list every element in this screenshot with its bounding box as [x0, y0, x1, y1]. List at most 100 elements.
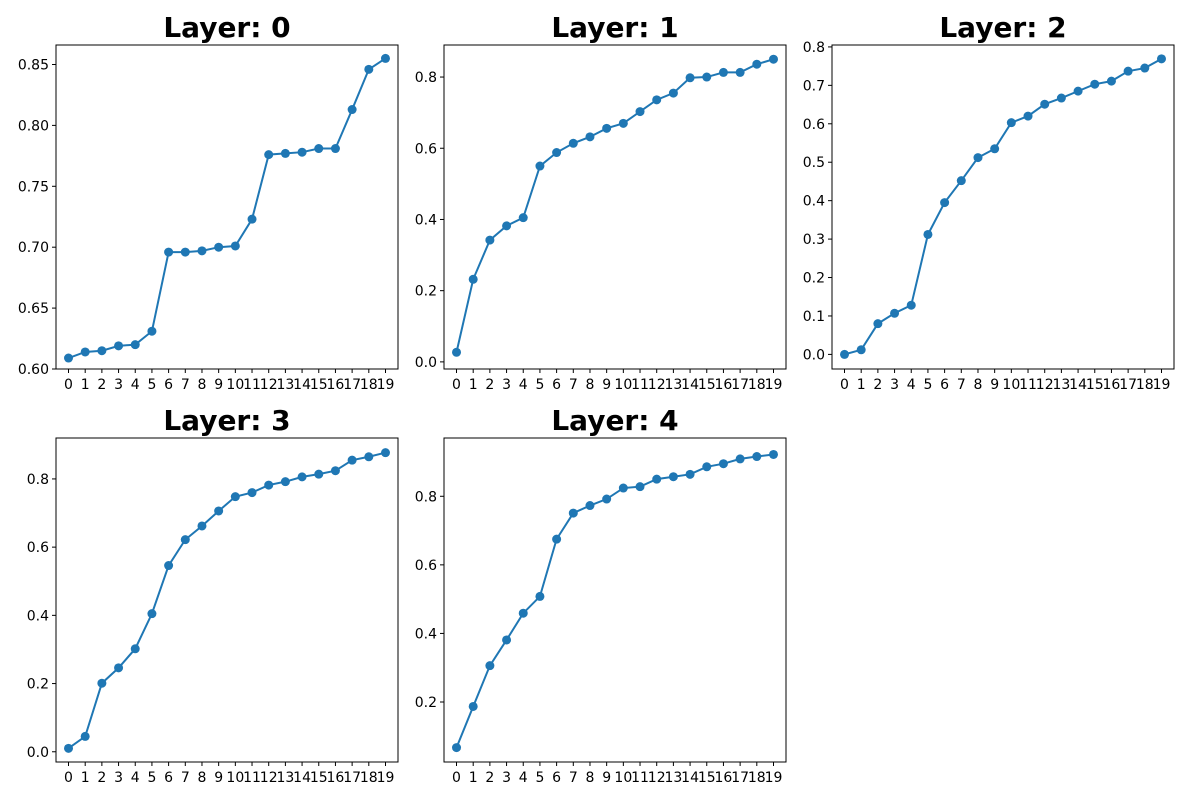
x-tick-label: 9	[214, 377, 223, 393]
x-tick-label: 17	[1119, 377, 1137, 393]
y-tick-label: 0.0	[415, 355, 437, 371]
y-tick-label: 0.75	[18, 179, 49, 195]
subplot-title: Layer: 2	[939, 11, 1066, 44]
data-point	[347, 455, 357, 465]
x-tick-label: 9	[602, 770, 611, 786]
data-point	[452, 347, 462, 357]
x-tick-label: 5	[535, 377, 544, 393]
x-tick-label: 13	[664, 377, 682, 393]
data-point	[552, 148, 562, 158]
y-tick-label: 0.0	[27, 745, 49, 761]
data-point	[364, 64, 374, 74]
x-tick-label: 11	[631, 770, 649, 786]
x-tick-label: 19	[1153, 377, 1171, 393]
x-tick-label: 15	[310, 377, 328, 393]
x-tick-label: 5	[535, 770, 544, 786]
data-point	[64, 353, 74, 363]
x-tick-label: 4	[519, 770, 528, 786]
x-tick-label: 8	[974, 377, 983, 393]
x-tick-label: 13	[276, 770, 294, 786]
x-tick-label: 12	[260, 770, 278, 786]
plot-frame	[443, 44, 787, 370]
data-point	[718, 67, 728, 77]
x-tick-label: 2	[97, 377, 106, 393]
y-tick-label: 0.4	[415, 626, 437, 642]
data-point	[1140, 63, 1150, 73]
y-tick-label: 0.7	[803, 78, 825, 94]
data-point	[485, 235, 495, 245]
x-tick-label: 17	[343, 770, 361, 786]
subplot-1: Layer: 10.00.20.40.60.80 1 2 3 4 5 6 7 8 9 1011121…	[415, 11, 787, 393]
x-tick-label: 16	[327, 770, 345, 786]
y-tick-label: 0.4	[803, 194, 825, 210]
data-point	[940, 198, 950, 208]
x-tick-label: 0	[64, 377, 73, 393]
y-tick-label: 0.8	[415, 489, 437, 505]
x-tick-label: 11	[243, 770, 261, 786]
x-tick-label: 4	[907, 377, 916, 393]
data-point	[768, 449, 778, 459]
data-point	[468, 274, 478, 284]
data-point	[890, 308, 900, 318]
x-tick-label: 8	[198, 770, 207, 786]
data-point	[314, 469, 324, 479]
y-tick-label: 0.2	[27, 677, 49, 693]
x-tick-label: 9	[602, 377, 611, 393]
data-point	[97, 678, 107, 688]
x-tick-label: 0	[452, 770, 461, 786]
data-point	[906, 300, 916, 310]
data-point	[264, 150, 274, 160]
data-point	[602, 123, 612, 133]
y-tick-label: 0.80	[18, 118, 49, 134]
y-tick-label: 0.0	[803, 347, 825, 363]
x-tick-label: 19	[377, 377, 395, 393]
data-point	[197, 521, 207, 531]
data-point	[468, 701, 478, 711]
x-tick-label: 4	[519, 377, 528, 393]
data-point	[956, 176, 966, 186]
x-tick-label: 16	[327, 377, 345, 393]
data-point	[568, 508, 578, 518]
x-tick-label: 19	[765, 377, 783, 393]
x-tick-label: 17	[731, 770, 749, 786]
data-point	[230, 241, 240, 251]
data-point	[1073, 86, 1083, 96]
x-tick-label: 1	[81, 377, 90, 393]
data-point	[752, 452, 762, 462]
x-tick-label: 6	[552, 377, 561, 393]
y-tick-label: 0.4	[27, 608, 49, 624]
y-tick-label: 0.4	[415, 212, 437, 228]
data-point	[768, 54, 778, 64]
x-tick-label: 11	[1019, 377, 1037, 393]
data-point	[147, 609, 157, 619]
subplot-title: Layer: 3	[163, 404, 290, 437]
x-tick-label: 0	[452, 377, 461, 393]
data-point	[585, 132, 595, 142]
data-point	[652, 474, 662, 484]
data-point	[80, 731, 90, 741]
data-point	[214, 242, 224, 252]
x-tick-label: 12	[648, 770, 666, 786]
x-tick-label: 6	[164, 770, 173, 786]
x-tick-label: 6	[164, 377, 173, 393]
x-tick-label: 0	[64, 770, 73, 786]
data-point	[247, 214, 257, 224]
x-tick-label: 11	[631, 377, 649, 393]
data-point	[380, 53, 390, 63]
x-tick-label: 10	[1002, 377, 1020, 393]
data-point	[735, 454, 745, 464]
data-point	[618, 118, 628, 128]
x-tick-label: 9	[990, 377, 999, 393]
plot-frame	[443, 437, 787, 763]
plot-frame	[55, 44, 399, 370]
x-tick-label: 13	[1052, 377, 1070, 393]
series-line	[68, 57, 387, 359]
y-tick-label: 0.3	[803, 232, 825, 248]
x-tick-label: 3	[114, 377, 123, 393]
data-point	[130, 644, 140, 654]
x-tick-label: 16	[715, 770, 733, 786]
y-tick-label: 0.1	[803, 309, 825, 325]
data-point	[652, 95, 662, 105]
y-tick-label: 0.6	[27, 540, 49, 556]
